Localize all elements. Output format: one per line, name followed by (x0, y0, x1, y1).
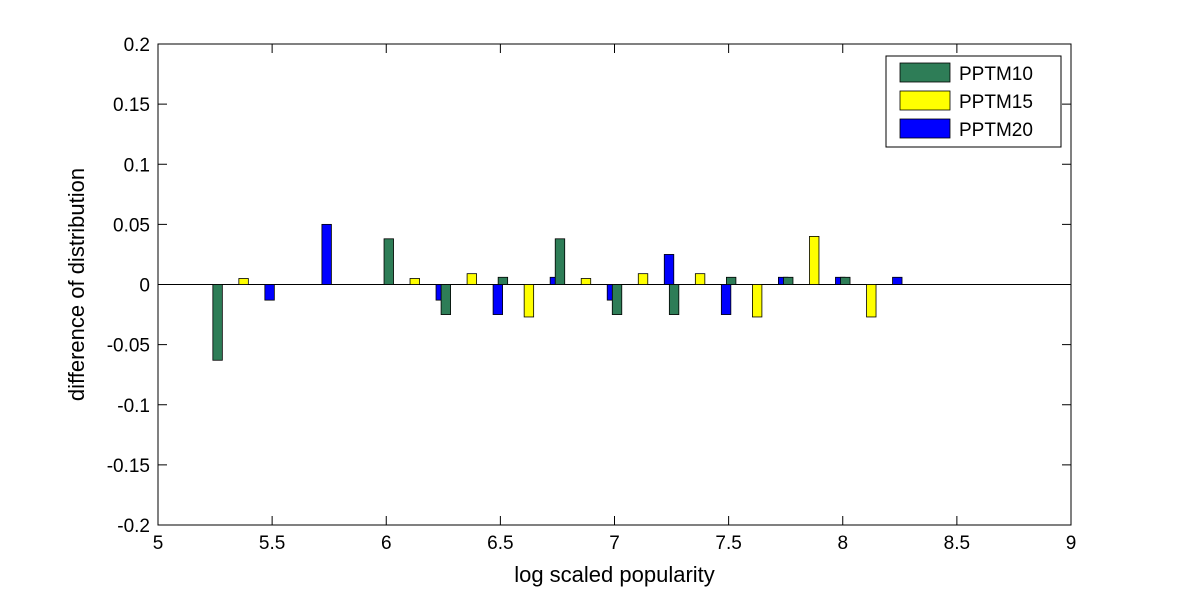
bar-pptm15-10 (866, 284, 877, 318)
bar-pptm20-3 (492, 284, 503, 315)
x-axis: 5 5.5 6 6.5 7 7.5 8 8.5 9 (153, 44, 1077, 554)
y-tick-label: 0 (139, 276, 150, 297)
x-tick-label: 6.5 (487, 533, 513, 554)
bar-pptm20-1 (321, 223, 332, 285)
bar-pptm10-5 (554, 238, 566, 285)
x-tick-label: 7 (609, 533, 620, 554)
bars (212, 223, 903, 361)
bar-pptm15-6 (637, 273, 649, 285)
bar-pptm10-7 (668, 284, 680, 315)
legend-swatch-pptm15 (899, 90, 951, 111)
bar-pptm10-10 (840, 276, 851, 285)
legend-swatch-pptm20 (899, 118, 951, 139)
bar-pptm20-6 (663, 254, 675, 285)
bar-pptm10-0 (212, 284, 223, 361)
bar-pptm15-0 (238, 278, 249, 285)
legend: PPTM10 PPTM15 PPTM20 (885, 55, 1062, 148)
x-tick-label: 9 (1066, 533, 1077, 554)
bar-pptm15-4 (523, 284, 535, 318)
y-tick-label: 0.1 (124, 155, 150, 176)
bar-pptm10-2 (383, 238, 394, 285)
bar-pptm20-7 (720, 284, 732, 315)
bar-pptm20-10 (892, 276, 903, 285)
x-tick-label: 7.5 (715, 533, 741, 554)
bar-pptm10-3 (440, 284, 451, 315)
bar-pptm15-5 (580, 278, 592, 285)
legend-label-pptm15: PPTM15 (959, 92, 1033, 113)
bar-pptm20-0 (264, 284, 275, 301)
y-axis-title: difference of distribution (64, 168, 89, 401)
y-tick-label: 0.15 (113, 95, 150, 116)
x-tick-label: 6 (381, 533, 392, 554)
bar-pptm10-8 (726, 276, 737, 285)
bar-pptm10-4 (497, 276, 509, 285)
bar-pptm10-9 (783, 276, 794, 285)
y-tick-label: 0.2 (124, 35, 150, 56)
bar-pptm15-8 (752, 284, 763, 318)
bar-pptm15-7 (694, 273, 706, 285)
x-axis-title: log scaled popularity (514, 562, 715, 587)
y-tick-label: -0.05 (107, 336, 150, 357)
legend-label-pptm10: PPTM10 (959, 64, 1033, 85)
y-axis: -0.2 -0.15 -0.1 -0.05 0 0.05 0.1 0.15 0.2 (107, 35, 1071, 537)
y-tick-label: 0.05 (113, 215, 150, 236)
y-tick-label: -0.1 (117, 396, 150, 417)
bar-pptm15-3 (466, 273, 477, 285)
x-tick-label: 8 (837, 533, 848, 554)
bar-pptm10-6 (611, 284, 623, 315)
bar-pptm15-9 (809, 235, 820, 285)
bar-pptm15-2 (409, 278, 420, 285)
legend-swatch-pptm10 (899, 62, 951, 83)
x-tick-label: 5 (153, 533, 164, 554)
legend-label-pptm20: PPTM20 (959, 120, 1033, 141)
x-tick-label: 5.5 (259, 533, 285, 554)
y-tick-label: -0.15 (107, 456, 150, 477)
y-tick-label: -0.2 (117, 516, 150, 537)
x-tick-label: 8.5 (944, 533, 970, 554)
